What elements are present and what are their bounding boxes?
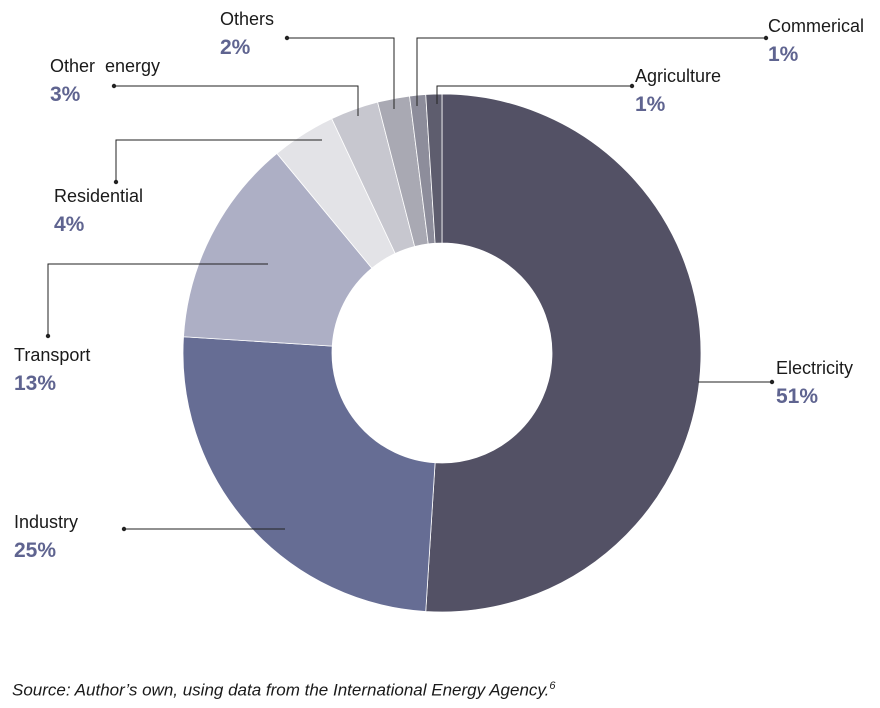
leader-line-transport [47, 263, 268, 336]
value-residential: 4% [54, 213, 85, 236]
slice-electricity [425, 93, 702, 613]
value-commerical: 1% [768, 43, 799, 66]
leader-dot-agriculture [629, 83, 635, 89]
leader-dot-commerical [763, 35, 769, 41]
source-caption: Source: Author’s own, using data from th… [12, 680, 556, 701]
value-electricity: 51% [776, 385, 818, 408]
leader-lines [45, 35, 775, 532]
label-other-energy: Other energy [50, 56, 160, 76]
value-industry: 25% [14, 539, 56, 562]
value-agriculture: 1% [635, 93, 666, 116]
leader-line-other-energy [114, 85, 359, 116]
source-text: Source: Author’s own, using data from th… [12, 680, 550, 700]
leader-line-commerical [416, 37, 766, 106]
label-others: Others [220, 9, 274, 29]
leader-line-residential [115, 139, 322, 182]
source-footnote: 6 [549, 680, 556, 692]
donut-slices [182, 93, 702, 613]
leader-dot-other-energy [111, 83, 117, 89]
leader-dot-transport [45, 333, 51, 339]
leader-dot-others [284, 35, 290, 41]
label-electricity: Electricity [776, 358, 853, 378]
label-commerical: Commerical [768, 16, 864, 36]
value-others: 2% [220, 36, 251, 59]
label-transport: Transport [14, 345, 90, 365]
label-agriculture: Agriculture [635, 66, 721, 86]
slice-transport [183, 152, 373, 347]
leader-line-agriculture [436, 85, 632, 104]
value-transport: 13% [14, 372, 56, 395]
slice-agriculture [425, 93, 443, 244]
leader-dot-electricity [769, 379, 775, 385]
slice-industry [182, 336, 436, 612]
leader-line-others [287, 37, 395, 109]
label-industry: Industry [14, 512, 78, 532]
leader-dot-industry [121, 526, 127, 532]
label-residential: Residential [54, 186, 143, 206]
donut-chart: Electricity 51% Industry 25% Transport 13% Res… [14, 9, 864, 613]
leader-dot-residential [113, 179, 119, 185]
slice-labels: Electricity 51% Industry 25% Transport 13% Res… [14, 9, 864, 562]
value-other-energy: 3% [50, 83, 81, 106]
